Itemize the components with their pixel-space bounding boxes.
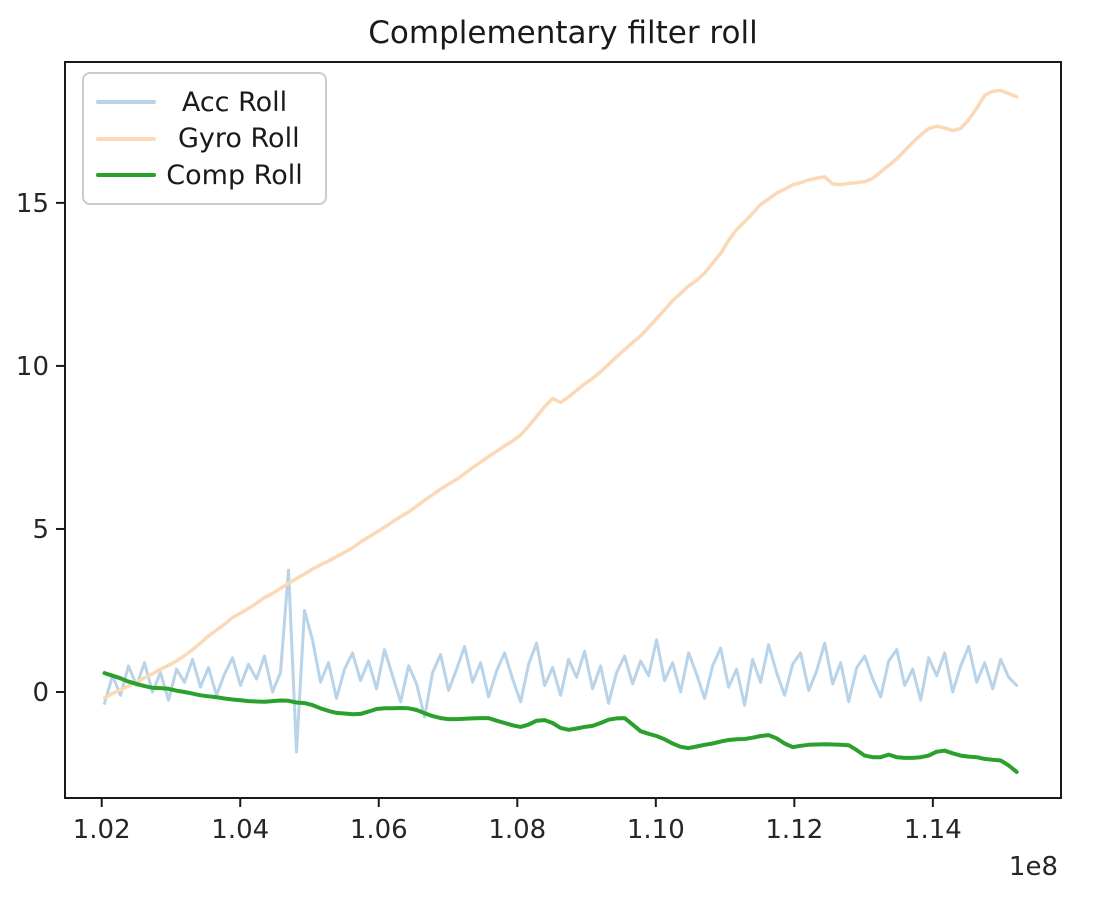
legend: Acc Roll Gyro Roll Comp Roll: [82, 72, 327, 205]
legend-label-comp-roll: Comp Roll: [166, 159, 303, 191]
legend-swatch-comp-roll: [96, 173, 156, 177]
series-line-comp-roll: [102, 671, 1019, 774]
x-tick-label: 1.04: [211, 815, 269, 845]
chart-title: Complementary filter roll: [368, 15, 758, 51]
x-tick-label: 1.14: [904, 815, 962, 845]
x-tick-label: 1.06: [350, 815, 408, 845]
legend-swatch-gyro-roll: [96, 136, 156, 141]
x-tick-label: 1.12: [765, 815, 823, 845]
series-line-gyro-roll: [102, 88, 1019, 700]
legend-label-gyro-roll: Gyro Roll: [169, 123, 300, 154]
y-tick-label: 0: [32, 678, 49, 708]
x-tick-label: 1.02: [73, 815, 131, 845]
y-tick-label: 15: [16, 189, 49, 219]
legend-item-comp-roll: Comp Roll: [96, 157, 313, 193]
x-tick-label: 1.08: [488, 815, 546, 845]
x-tick-label: 1.10: [627, 815, 685, 845]
legend-item-gyro-roll: Gyro Roll: [96, 121, 313, 157]
axes-frame: [64, 61, 1062, 799]
legend-item-acc-roll: Acc Roll: [96, 84, 313, 120]
y-tick-label: 10: [16, 352, 49, 382]
x-axis-offset-label: 1e8: [1008, 852, 1058, 882]
legend-swatch-acc-roll: [96, 100, 156, 104]
y-tick-label: 5: [32, 515, 49, 545]
series-line-acc-roll: [103, 568, 1019, 754]
legend-label-acc-roll: Acc Roll: [181, 86, 288, 118]
